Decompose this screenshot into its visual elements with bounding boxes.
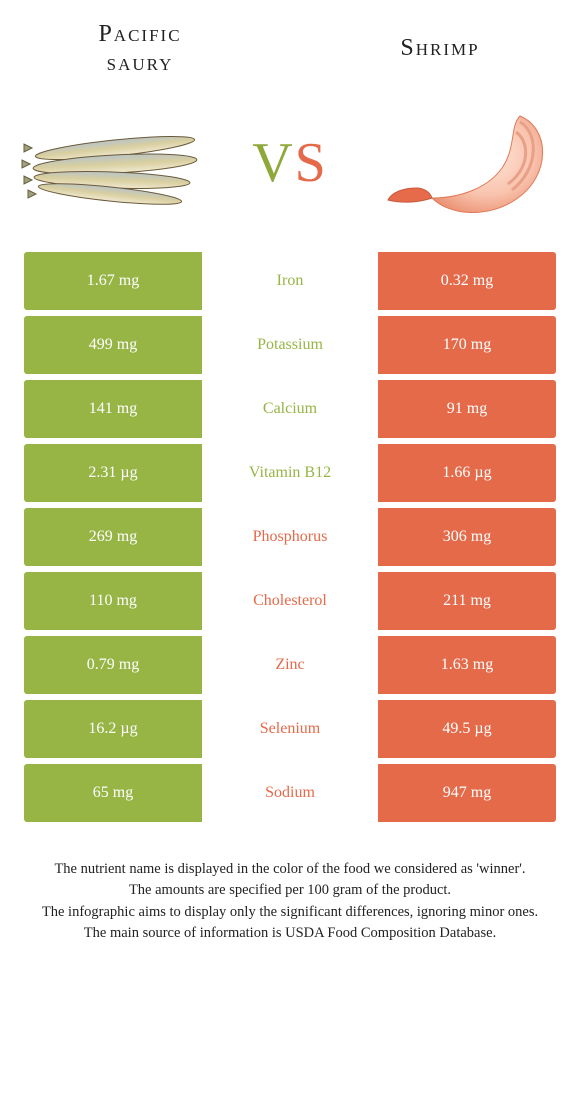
- nutrient-row: 0.79 mg Zinc 1.63 mg: [24, 636, 556, 694]
- nutrient-label-text: Cholesterol: [253, 592, 327, 610]
- left-value: 110 mg: [24, 572, 202, 630]
- right-value: 91 mg: [378, 380, 556, 438]
- right-value: 1.66 µg: [378, 444, 556, 502]
- nutrient-label-text: Phosphorus: [253, 528, 328, 546]
- shrimp-image: [370, 98, 560, 228]
- left-value: 2.31 µg: [24, 444, 202, 502]
- left-food-title: Pacific saury: [40, 20, 240, 78]
- nutrient-label: Cholesterol: [202, 572, 378, 630]
- nutrient-label: Vitamin B12: [202, 444, 378, 502]
- nutrient-label: Phosphorus: [202, 508, 378, 566]
- vs-label: VS: [252, 131, 328, 195]
- nutrient-row: 141 mg Calcium 91 mg: [24, 380, 556, 438]
- left-value: 141 mg: [24, 380, 202, 438]
- nutrient-label-text: Potassium: [257, 336, 323, 354]
- nutrient-row: 1.67 mg Iron 0.32 mg: [24, 252, 556, 310]
- left-value: 1.67 mg: [24, 252, 202, 310]
- right-food-title: Shrimp: [340, 34, 540, 63]
- right-value: 947 mg: [378, 764, 556, 822]
- footnotes: The nutrient name is displayed in the co…: [0, 822, 580, 944]
- saury-icon: [20, 98, 210, 228]
- saury-image: [20, 98, 210, 228]
- left-value: 16.2 µg: [24, 700, 202, 758]
- nutrient-row: 269 mg Phosphorus 306 mg: [24, 508, 556, 566]
- nutrient-table: 1.67 mg Iron 0.32 mg 499 mg Potassium 170 mg 1…: [24, 252, 556, 822]
- nutrient-row: 2.31 µg Vitamin B12 1.66 µg: [24, 444, 556, 502]
- vs-s: S: [295, 132, 328, 194]
- nutrient-label-text: Calcium: [263, 400, 317, 418]
- left-value: 269 mg: [24, 508, 202, 566]
- nutrient-label-text: Selenium: [260, 720, 320, 738]
- nutrient-row: 110 mg Cholesterol 211 mg: [24, 572, 556, 630]
- nutrient-row: 16.2 µg Selenium 49.5 µg: [24, 700, 556, 758]
- right-value: 170 mg: [378, 316, 556, 374]
- nutrient-label: Sodium: [202, 764, 378, 822]
- left-value: 499 mg: [24, 316, 202, 374]
- right-value: 49.5 µg: [378, 700, 556, 758]
- right-value: 1.63 mg: [378, 636, 556, 694]
- left-value: 0.79 mg: [24, 636, 202, 694]
- left-food-title-line1: Pacific: [40, 20, 240, 49]
- nutrient-row: 499 mg Potassium 170 mg: [24, 316, 556, 374]
- right-value: 211 mg: [378, 572, 556, 630]
- footnote-line: The amounts are specified per 100 gram o…: [14, 881, 566, 901]
- footnote-line: The main source of information is USDA F…: [14, 924, 566, 944]
- right-value: 306 mg: [378, 508, 556, 566]
- nutrient-label-text: Zinc: [275, 656, 304, 674]
- nutrient-label-text: Sodium: [265, 784, 315, 802]
- nutrient-label-text: Vitamin B12: [249, 464, 331, 482]
- nutrient-label: Iron: [202, 252, 378, 310]
- footnote-line: The nutrient name is displayed in the co…: [14, 860, 566, 880]
- nutrient-label: Calcium: [202, 380, 378, 438]
- nutrient-row: 65 mg Sodium 947 mg: [24, 764, 556, 822]
- nutrient-label: Potassium: [202, 316, 378, 374]
- right-value: 0.32 mg: [378, 252, 556, 310]
- vs-v: V: [252, 132, 294, 194]
- shrimp-icon: [370, 98, 560, 228]
- nutrient-label: Selenium: [202, 700, 378, 758]
- header-titles: Pacific saury Shrimp: [0, 0, 580, 88]
- nutrient-label: Zinc: [202, 636, 378, 694]
- left-value: 65 mg: [24, 764, 202, 822]
- image-row: VS: [0, 88, 580, 252]
- nutrient-label-text: Iron: [277, 272, 304, 290]
- left-food-title-line2: saury: [40, 49, 240, 78]
- footnote-line: The infographic aims to display only the…: [14, 903, 566, 923]
